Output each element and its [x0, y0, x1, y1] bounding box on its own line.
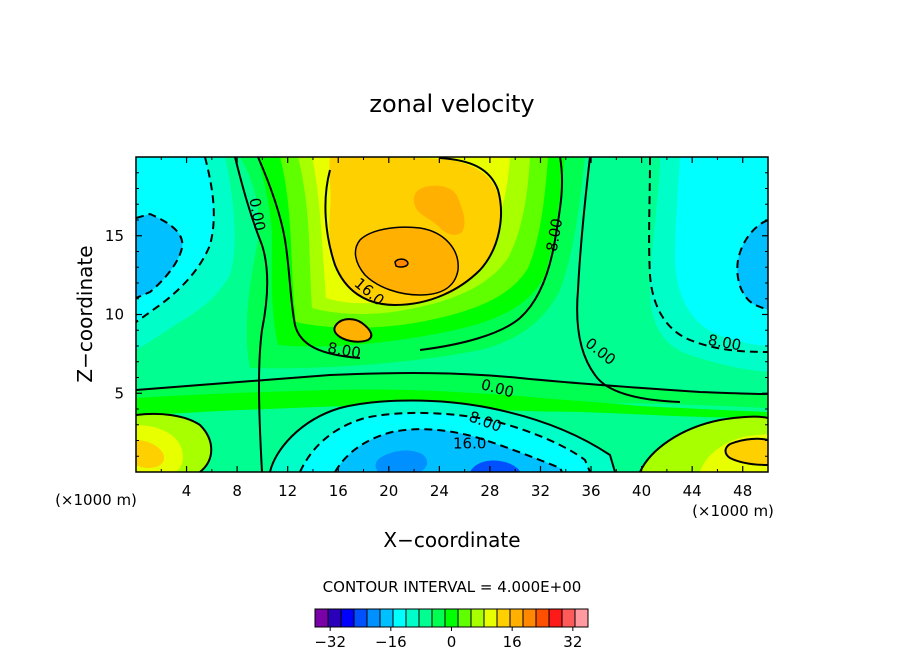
- colorbar-swatch: [392, 608, 407, 628]
- contour-lines: [136, 157, 768, 472]
- y-axis-ticks: 5 10 15: [105, 172, 768, 457]
- colorbar-tick-label: 0: [447, 633, 457, 651]
- contour-line-neg8-bottom: [299, 411, 591, 472]
- contour-line-neg16-right: [736, 219, 768, 311]
- colorbar-swatch: [535, 608, 550, 628]
- colorbar-ticks: −32 −16 0 16 32: [314, 627, 582, 651]
- contour-line-8-right: [419, 157, 564, 351]
- contour-line-20: [354, 226, 459, 296]
- colorbar-swatch: [522, 608, 537, 628]
- y-axis-label: Z−coordinate: [73, 245, 97, 382]
- x-tick-label: 40: [632, 482, 651, 500]
- region-band-green: [136, 373, 768, 410]
- colorbar-swatch: [470, 608, 485, 628]
- colorbar-swatch: [314, 608, 329, 628]
- colorbar-swatch: [327, 608, 342, 628]
- contour-line-zero-band: [136, 372, 768, 395]
- x-tick-label: 44: [683, 482, 702, 500]
- colorbar-tick-label: −16: [375, 633, 407, 651]
- x-unit-left: (×1000 m): [55, 491, 137, 509]
- region-left-blue: [136, 214, 183, 298]
- colorbar-swatch: [405, 608, 420, 628]
- contour-label: 0.00: [245, 196, 269, 232]
- colorbar-swatch: [548, 608, 563, 628]
- colorbar-swatch: [340, 608, 355, 628]
- contour-line-neg8-right: [648, 157, 768, 353]
- contour-label: 16.0: [453, 434, 486, 452]
- colorbar-swatch: [496, 608, 511, 628]
- chart-title: zonal velocity: [369, 90, 534, 118]
- contour-line-neg16-bottom: [334, 428, 563, 472]
- x-tick-label: 12: [278, 482, 297, 500]
- y-tick-label: 5: [114, 384, 124, 402]
- colorbar-tick-label: 16: [503, 633, 522, 651]
- colorbar-swatch: [366, 608, 381, 628]
- colorbar-swatch: [353, 608, 368, 628]
- x-tick-label: 28: [480, 482, 499, 500]
- x-tick-label: 4: [182, 482, 192, 500]
- contour-line-8-left: [257, 157, 361, 359]
- region-bl-gold: [136, 440, 165, 468]
- contour-interval-text: CONTOUR INTERVAL = 4.000E+00: [323, 578, 582, 596]
- contour-line-neg8-left: [136, 157, 215, 323]
- contour-line-16-br: [724, 437, 768, 466]
- x-axis-label: X−coordinate: [383, 528, 520, 552]
- colorbar-swatch: [561, 608, 576, 628]
- colorbar-swatch: [574, 608, 589, 628]
- contour-line-8-bl: [136, 412, 213, 472]
- colorbar-swatch: [379, 608, 394, 628]
- contour-label: 8.00: [707, 331, 743, 355]
- contour-line-blob: [333, 318, 373, 343]
- x-tick-label: 48: [733, 482, 752, 500]
- region-br-gold: [725, 438, 768, 465]
- colorbar-tick-label: −32: [314, 633, 346, 651]
- x-axis-ticks: 4 8 12 16 20 24 28 32 36 40 44 48: [160, 157, 752, 500]
- contour-line-zero-left: [234, 157, 269, 472]
- region-right-cyan2: [675, 157, 768, 346]
- colorbar: [314, 608, 589, 628]
- region-plume-blob: [334, 319, 372, 342]
- contour-line-24: [394, 258, 409, 268]
- colorbar-swatch: [444, 608, 459, 628]
- contour-line-neg16-left: [136, 212, 184, 299]
- contour-fills: [136, 157, 768, 472]
- contour-line-16: [324, 157, 502, 307]
- x-tick-label: 8: [232, 482, 242, 500]
- contour-line-8-br: [639, 415, 768, 472]
- colorbar-swatch: [457, 608, 472, 628]
- contour-label: 8.00: [326, 339, 362, 363]
- x-tick-label: 24: [430, 482, 449, 500]
- x-tick-label: 16: [329, 482, 348, 500]
- colorbar-swatch: [483, 608, 498, 628]
- region-bottom-blue3: [470, 460, 520, 472]
- colorbar-swatch: [509, 608, 524, 628]
- x-tick-label: 32: [531, 482, 550, 500]
- colorbar-swatch: [431, 608, 446, 628]
- region-plume-orange-top: [413, 185, 465, 235]
- region-plume-core: [395, 259, 408, 267]
- colorbar-swatch: [418, 608, 433, 628]
- contour-line-zero-right: [576, 157, 681, 403]
- contour-label: 8.00: [543, 217, 567, 253]
- colorbar-tick-label: 32: [563, 633, 582, 651]
- x-tick-label: 20: [379, 482, 398, 500]
- y-tick-label: 15: [105, 227, 124, 245]
- x-unit-right: (×1000 m): [692, 502, 774, 520]
- y-tick-label: 10: [105, 306, 124, 324]
- contour-line-zero-bottom: [269, 399, 616, 472]
- x-tick-label: 36: [581, 482, 600, 500]
